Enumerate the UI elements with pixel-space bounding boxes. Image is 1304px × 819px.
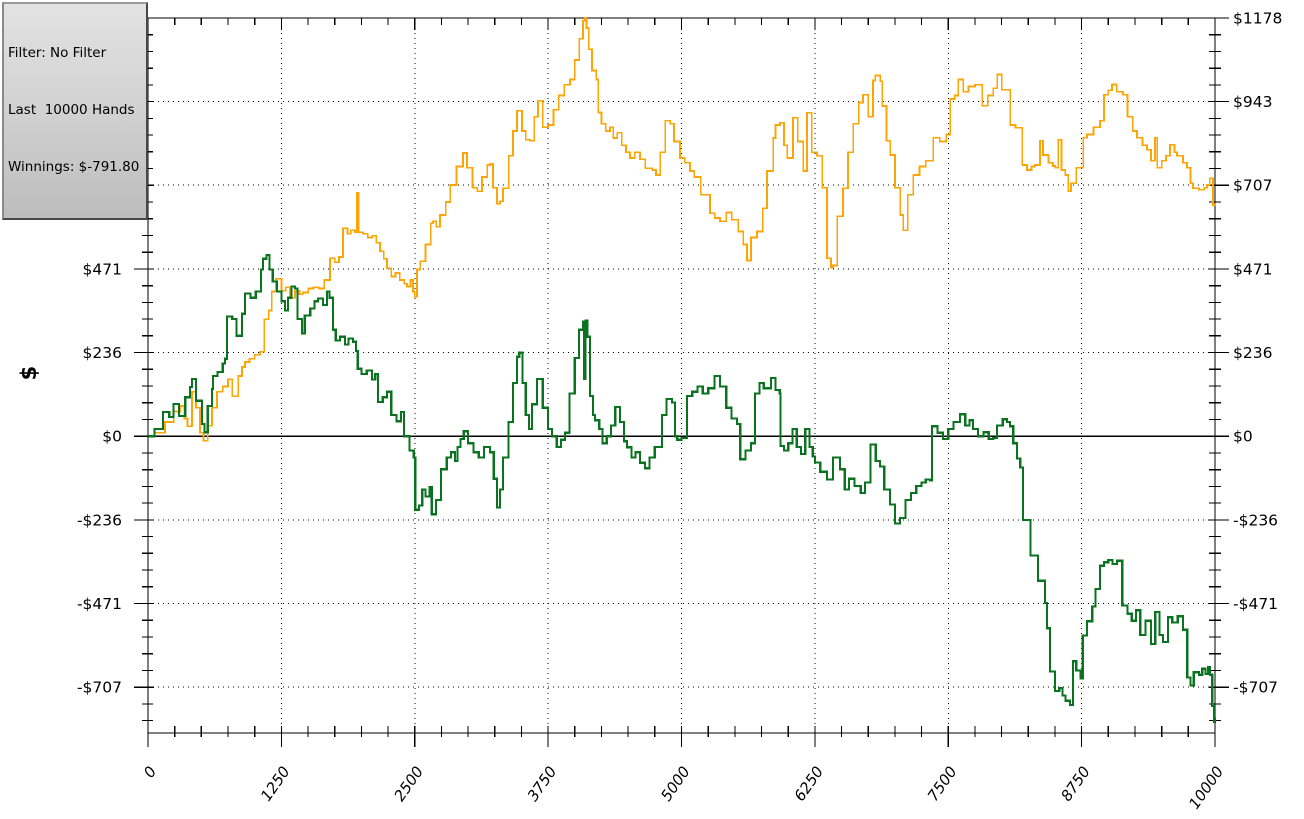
x-axis-label: 0 — [140, 763, 160, 781]
x-axis-label: 7500 — [924, 763, 961, 805]
hands-line: Last 10000 Hands — [8, 102, 135, 118]
x-axis-label: 2500 — [390, 763, 427, 805]
y-axis-label-right: -$236 — [1233, 512, 1278, 530]
x-axis-label: 3750 — [524, 763, 561, 805]
y-axis-label-right: $236 — [1233, 344, 1272, 362]
x-axis-label: 5000 — [657, 763, 694, 805]
y-axis-title: $ — [17, 366, 41, 381]
y-axis-label-right: $0 — [1233, 428, 1253, 446]
y-axis-label-left: -$707 — [77, 679, 122, 697]
y-axis-label-right: $707 — [1233, 177, 1272, 195]
x-axis-label: 6250 — [791, 763, 828, 805]
x-axis-label: 8750 — [1057, 763, 1094, 805]
x-axis-label: 1250 — [257, 763, 294, 805]
series-orange-line — [148, 17, 1216, 442]
y-axis-label-left: $471 — [83, 261, 122, 279]
gridlines — [148, 18, 1215, 733]
winnings-line: Winnings: $-791.80 — [8, 159, 140, 175]
y-axis-label-left: $0 — [102, 428, 122, 446]
axis-frame — [147, 17, 1216, 734]
y-axis-label-left: -$471 — [77, 595, 122, 613]
y-axis-label-right: -$471 — [1233, 595, 1278, 613]
y-axis-label-left: $236 — [83, 344, 122, 362]
axis-ticks — [134, 17, 1229, 747]
y-axis-label-right: $943 — [1233, 93, 1272, 111]
filter-info-overlay: Filter: No Filter Last 10000 Hands Winni… — [2, 2, 149, 220]
filter-line: Filter: No Filter — [8, 45, 107, 61]
y-axis-label-right: $1178 — [1233, 10, 1282, 28]
y-axis-label-left: -$236 — [77, 512, 122, 530]
x-axis-label: 10000 — [1185, 763, 1227, 812]
y-axis-label-right: $471 — [1233, 261, 1272, 279]
y-axis-label-right: -$707 — [1233, 679, 1278, 697]
series-green-line — [148, 254, 1217, 724]
